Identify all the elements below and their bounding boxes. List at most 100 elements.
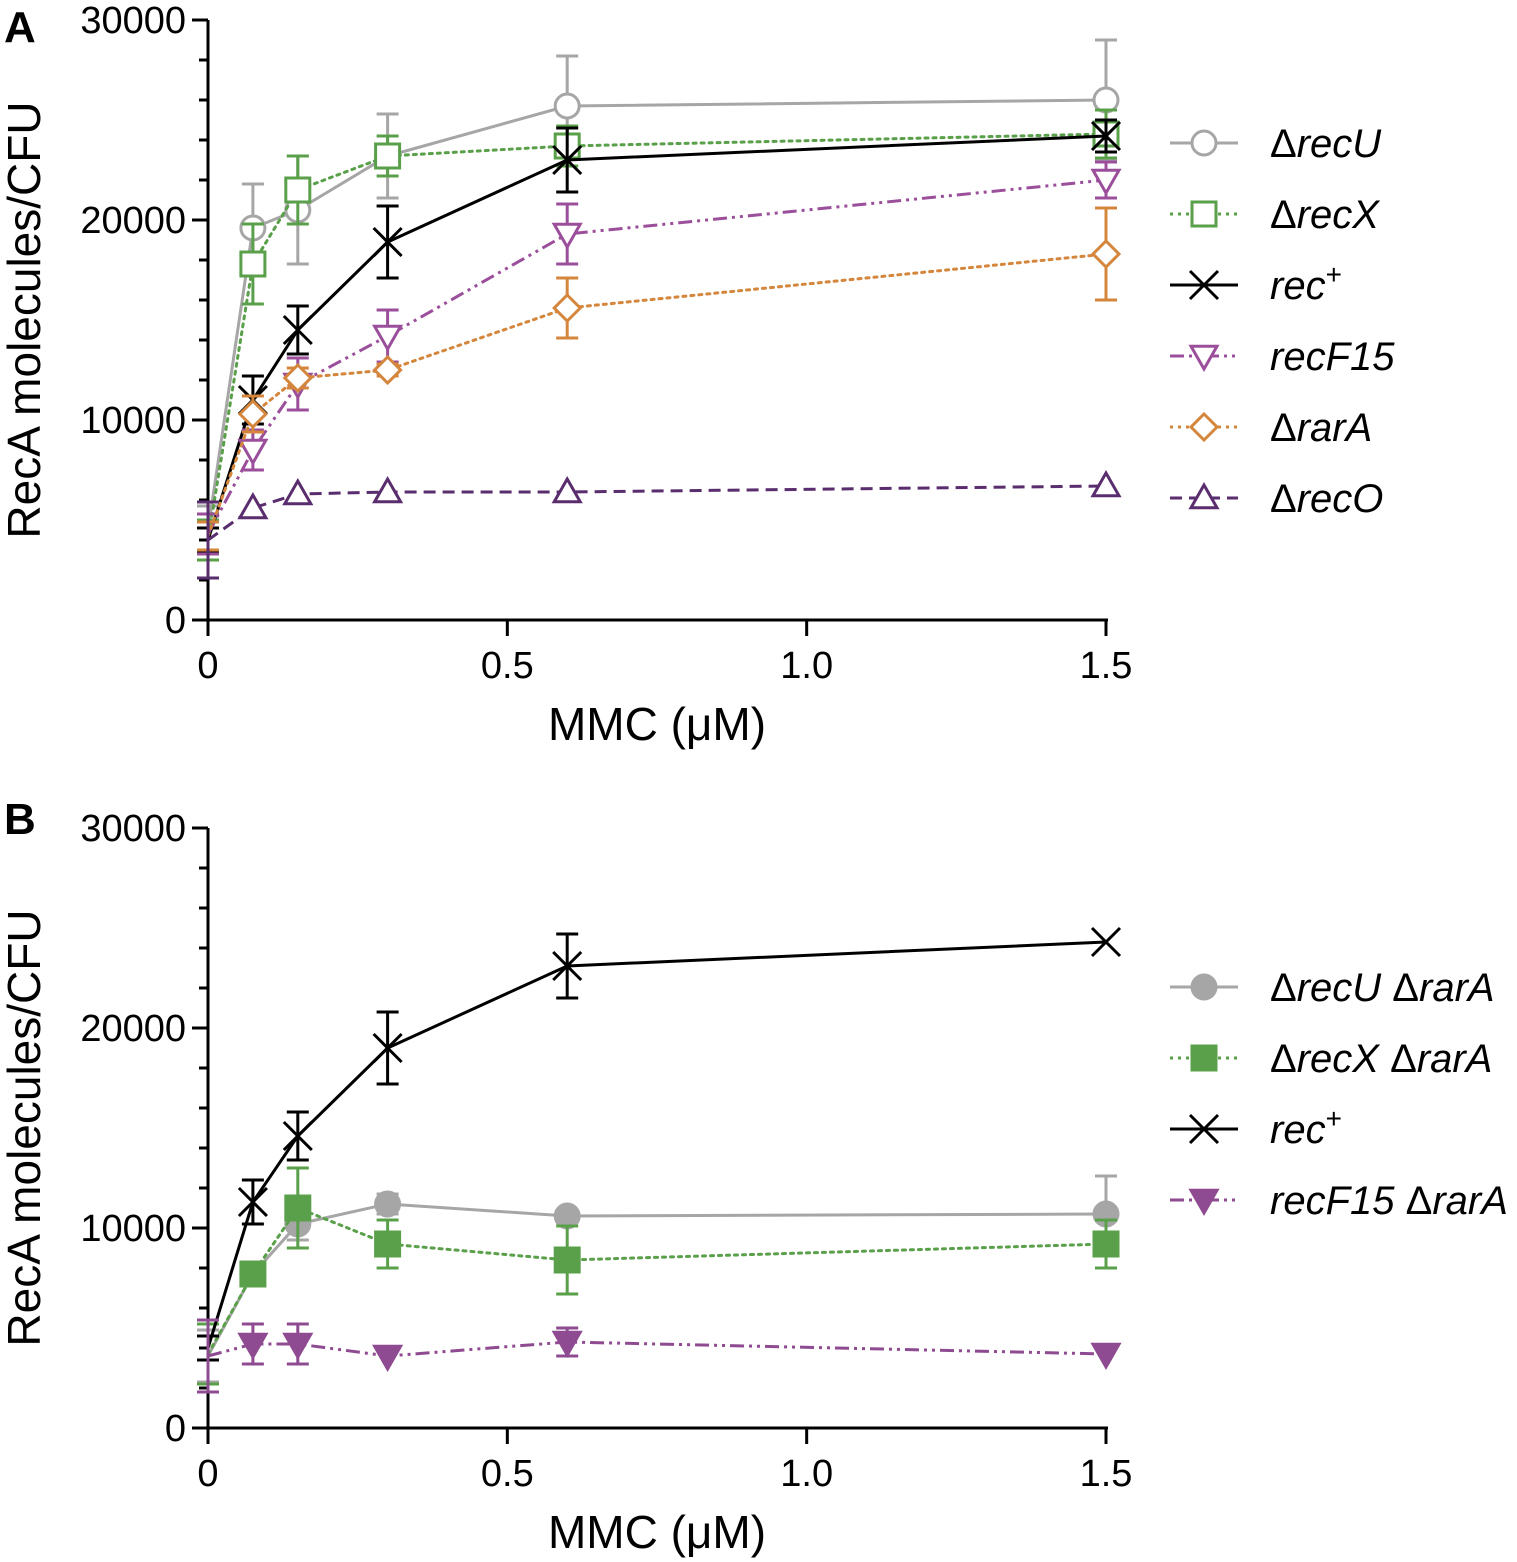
data-point (374, 1230, 402, 1258)
panel-letter: B (4, 795, 36, 844)
data-point (553, 1202, 581, 1230)
x-tick-label: 0 (197, 1453, 218, 1495)
data-point (372, 1032, 403, 1064)
x-tick-label: 1.0 (780, 645, 833, 687)
legend-label: rec+ (1270, 1103, 1342, 1153)
data-point (1090, 238, 1122, 270)
chart-panel-b: B 0 10000 20000 30000 0 0.5 1.0 1.5 MMC (μM) RecA … (0, 795, 1508, 1558)
legend-entry: recF15 (1170, 335, 1395, 379)
series-line (206, 178, 1107, 535)
legend-marker (1190, 1044, 1218, 1072)
x-tick-label: 0 (197, 645, 218, 687)
data-point (282, 477, 314, 506)
data-point (552, 950, 583, 982)
legend-entry: ΔrarA (1170, 406, 1372, 450)
data-point (237, 491, 269, 520)
data-point (282, 1332, 314, 1361)
data-point (374, 1190, 402, 1218)
x-tick-label: 1.0 (780, 1453, 833, 1495)
series-line (206, 98, 1107, 531)
data-point (372, 1344, 404, 1373)
legend-label: recF15 ΔrarA (1270, 1179, 1508, 1223)
data-point (551, 1330, 583, 1359)
data-point (552, 292, 583, 324)
y-tick-label: 0 (165, 600, 186, 642)
legend-label: ΔrecO (1270, 477, 1383, 521)
legend-entry: ΔrecU (1170, 122, 1382, 166)
x-tick-label: 0.5 (481, 645, 534, 687)
y-tick-label: 10000 (80, 400, 186, 442)
legend-entry: recF15 ΔrarA (1170, 1179, 1508, 1223)
legend-entry: rec+ (1170, 259, 1342, 308)
data-point (1090, 469, 1122, 498)
y-tick-label: 20000 (80, 200, 186, 242)
legend-marker (1190, 973, 1218, 1001)
data-point (374, 142, 402, 170)
legend-marker (1188, 1188, 1220, 1217)
data-point (282, 314, 313, 346)
data-point (551, 475, 583, 504)
data-point (372, 354, 403, 386)
data-point (551, 222, 583, 251)
legend-entry: ΔrecU ΔrarA (1170, 966, 1495, 1010)
legend-entry: ΔrecO (1170, 477, 1383, 521)
series-line (207, 1340, 1107, 1358)
series-line (206, 1206, 1108, 1356)
y-axis-title: RecA molecules/CFU (0, 101, 50, 538)
data-point (239, 250, 267, 278)
legend-entry: ΔrecX ΔrarA (1170, 1037, 1492, 1081)
data-point (237, 1186, 268, 1218)
series-5 (197, 206, 1122, 552)
data-point (284, 176, 312, 204)
legend-entry: ΔrecX (1170, 193, 1380, 237)
legend-label: ΔrecX (1270, 193, 1380, 237)
legend-marker (1188, 481, 1220, 510)
y-tick-label: 30000 (80, 0, 186, 42)
legend-marker (1188, 269, 1220, 301)
data-point (282, 362, 313, 394)
series-6 (197, 469, 1122, 580)
data-point (553, 1246, 581, 1274)
data-point (1090, 168, 1122, 197)
legend-marker (1190, 129, 1218, 157)
panel-letter: A (4, 3, 36, 52)
x-tick-label: 1.5 (1080, 1453, 1133, 1495)
series-1 (197, 38, 1120, 556)
data-point (237, 1332, 269, 1361)
series-3 (197, 926, 1122, 1362)
data-point (1090, 1342, 1122, 1371)
series-2 (197, 1166, 1120, 1386)
series-line (206, 132, 1108, 542)
data-point (239, 1260, 267, 1288)
legend-label: ΔrecU ΔrarA (1270, 966, 1495, 1010)
legend-marker (1188, 1113, 1220, 1145)
x-tick-label: 0.5 (481, 1453, 534, 1495)
data-point (552, 144, 583, 176)
legend-label: ΔrarA (1270, 406, 1372, 450)
y-tick-label: 20000 (80, 1008, 186, 1050)
data-point (553, 92, 581, 120)
data-point (1090, 120, 1122, 152)
x-axis-title: MMC (μM) (548, 1506, 766, 1558)
series-line (206, 134, 1107, 541)
series-4 (197, 160, 1122, 556)
legend-marker (1190, 200, 1218, 228)
y-axis-title: RecA molecules/CFU (0, 909, 50, 1346)
data-point (284, 1194, 312, 1222)
data-point (282, 1120, 313, 1152)
data-point (372, 226, 403, 258)
data-point (1092, 86, 1120, 114)
data-point (237, 398, 269, 430)
data-point (1090, 926, 1122, 958)
y-tick-label: 30000 (80, 808, 186, 850)
y-tick-label: 0 (165, 1408, 186, 1450)
data-point (372, 475, 404, 504)
legend-marker (1188, 344, 1220, 373)
data-point (1092, 1230, 1120, 1258)
series-line (206, 940, 1107, 1349)
chart-panel-a: A 0 10000 20000 30000 0 0.5 1.0 1.5 MMC (μM) RecA … (0, 0, 1395, 750)
x-axis-title: MMC (μM) (548, 698, 766, 750)
series-line (207, 484, 1107, 542)
